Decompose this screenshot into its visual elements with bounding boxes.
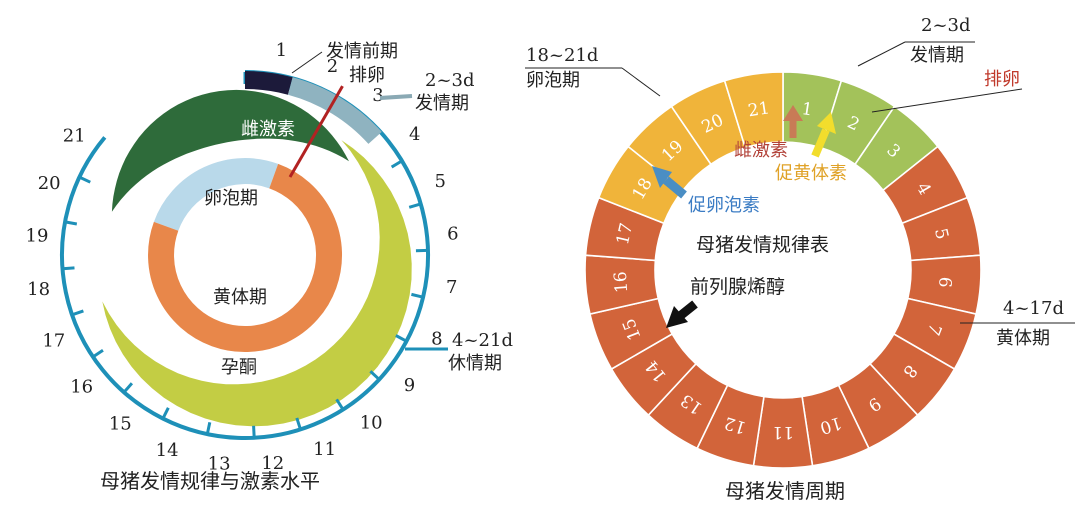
- wheel-label-21: 21: [747, 98, 771, 121]
- wheel-label-1: 1: [800, 99, 814, 120]
- estrus-pointer: [379, 94, 413, 100]
- ovulation-label-right: 排卵: [984, 69, 1020, 90]
- proestrus-pointer: [291, 51, 323, 74]
- day-label-12: 12: [261, 453, 284, 474]
- wheel-label-17: 17: [613, 221, 637, 247]
- wheel-label-6: 6: [934, 276, 955, 288]
- day-label-11: 11: [313, 439, 336, 460]
- ring-tick: [161, 407, 170, 420]
- day-label-13: 13: [208, 453, 231, 474]
- proestrus-label: 发情前期: [326, 41, 398, 62]
- fsh-label: 促卵泡素: [688, 195, 760, 216]
- estrogen-label-right: 雌激素: [734, 140, 788, 161]
- diestrus-label: 休情期: [448, 353, 502, 374]
- day-label-2: 2: [327, 56, 338, 77]
- day-label-4: 4: [409, 124, 420, 145]
- diestrus-days-label: 4~21d: [452, 330, 513, 351]
- estrus-days-label-right: 2~3d: [921, 15, 971, 36]
- day-label-15: 15: [109, 414, 132, 435]
- wheel-segment-21: [723, 71, 784, 149]
- day-label-19: 19: [26, 225, 49, 246]
- left-caption: 母猪发情规律与激素水平: [100, 469, 320, 493]
- ring-tick: [411, 292, 424, 299]
- pgf-label: 前列腺烯醇: [690, 276, 785, 298]
- ring-tick: [408, 202, 422, 209]
- day-label-10: 10: [360, 413, 383, 434]
- ring-tick: [295, 417, 302, 430]
- ovulation-label: 排卵: [349, 65, 385, 86]
- day-label-5: 5: [434, 171, 445, 192]
- ring-tick: [369, 370, 381, 381]
- progesterone-label: 孕酮: [221, 357, 257, 378]
- ring-tick: [335, 398, 345, 411]
- day-label-6: 6: [447, 223, 458, 244]
- ring-tick: [122, 382, 134, 394]
- proestrus-segment: [244, 71, 293, 95]
- luteal-label: 黄体期: [213, 287, 267, 308]
- luteal-phase-band: [148, 163, 342, 353]
- estrus-label-right: 发情期: [910, 45, 964, 66]
- follicular-phase-band: [153, 158, 279, 232]
- estrogen-arrow: [783, 105, 803, 138]
- day-label-18: 18: [27, 279, 50, 300]
- progesterone-band: [102, 140, 412, 427]
- luteal-days-label: 4~17d: [1003, 298, 1064, 319]
- follicular-label: 卵泡期: [204, 188, 258, 209]
- ring-tick: [64, 220, 78, 226]
- estrogen-band: [111, 89, 350, 212]
- wheel-label-16: 16: [611, 271, 633, 294]
- ovulation-pointer-right: [871, 88, 1023, 113]
- ring-tick: [71, 309, 84, 317]
- day-label-16: 16: [70, 376, 93, 397]
- day-label-14: 14: [156, 440, 179, 461]
- day-label-9: 9: [404, 375, 415, 396]
- estrogen-label: 雌激素: [241, 119, 295, 140]
- ring-tick: [205, 422, 212, 435]
- ovulation-line: [288, 85, 344, 178]
- cycle-ring: [60, 70, 430, 440]
- ring-tick: [92, 348, 104, 359]
- lh-label: 促黄体素: [775, 163, 847, 184]
- day-label-8: 8: [431, 329, 442, 350]
- right-caption: 母猪发情周期: [725, 479, 845, 503]
- day-label-3: 3: [372, 85, 383, 106]
- day-label-21: 21: [63, 126, 86, 147]
- ring-tick: [78, 175, 91, 184]
- estrus-segment: [287, 77, 382, 145]
- follicle-phase-label: 卵泡期: [526, 70, 580, 91]
- wheel-center-title: 母猪发情规律表: [696, 234, 829, 256]
- fsh-arrow: [652, 166, 687, 199]
- ring-tick: [395, 334, 408, 343]
- day-label-20: 20: [38, 173, 61, 194]
- wheel-label-5: 5: [930, 226, 952, 241]
- estrus-pointer-right-diag: [857, 41, 906, 67]
- ring-tick: [390, 159, 403, 169]
- day-label-7: 7: [446, 277, 457, 298]
- luteal-label-right: 黄体期: [996, 328, 1050, 349]
- estrus-label: 发情期: [415, 93, 469, 114]
- estrus-days-label: 2~3d: [425, 70, 475, 91]
- day-label-1: 1: [276, 40, 287, 61]
- follicle-pointer-diag: [621, 67, 661, 97]
- day-label-17: 17: [42, 331, 65, 352]
- ring-tick: [252, 425, 256, 438]
- wheel-label-11: 11: [772, 422, 794, 442]
- pgf-arrow: [666, 300, 698, 328]
- follicle-days-label: 18~21d: [526, 45, 598, 66]
- lh-arrow: [811, 112, 836, 158]
- ring-tick: [62, 266, 75, 271]
